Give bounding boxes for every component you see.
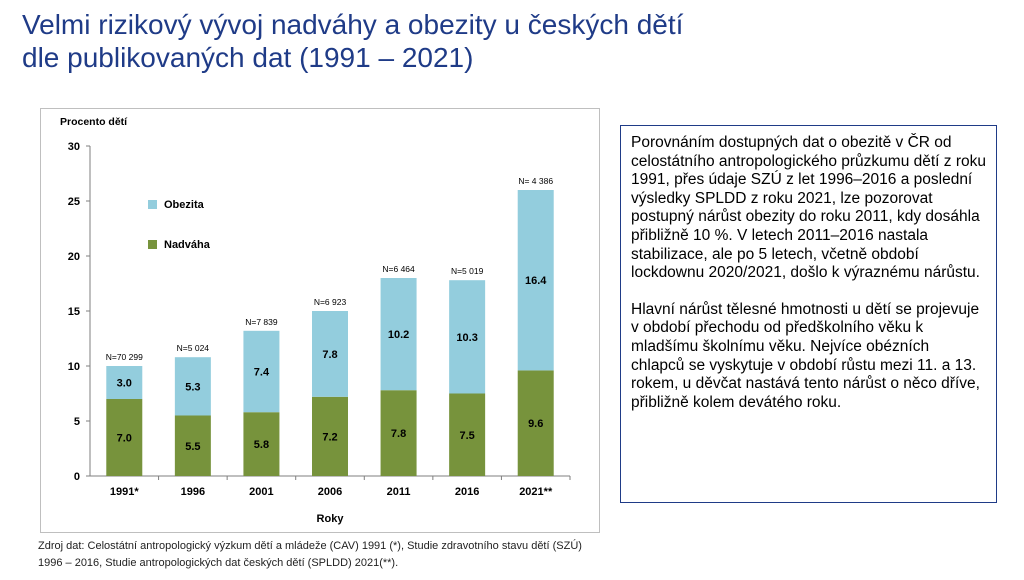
bar-obezita (174, 357, 211, 416)
data-label-nadvaha: 7.8 (391, 428, 406, 440)
bar-nadvaha (106, 399, 143, 476)
bar-obezita (517, 190, 554, 371)
bar-obezita (106, 366, 143, 399)
data-label-nadvaha: 7.0 (117, 433, 132, 445)
y-tick-label: 10 (68, 361, 80, 373)
data-label-nadvaha: 7.2 (322, 431, 337, 443)
info-box: Porovnáním dostupných dat o obezitě v ČR… (620, 125, 997, 503)
y-tick-label: 15 (68, 306, 80, 318)
x-tick-label: 2011 (387, 486, 411, 498)
bar-obezita (380, 278, 417, 391)
legend-label-obezita: Obezita (164, 199, 205, 211)
bar-obezita (243, 330, 280, 413)
bar-nadvaha (449, 393, 486, 476)
data-label-obezita: 7.8 (322, 349, 337, 361)
bar-nadvaha (243, 412, 280, 476)
data-label-nadvaha: 5.8 (254, 439, 269, 451)
sample-size-label: N=6 923 (314, 297, 347, 307)
sample-size-label: N=7 839 (245, 317, 278, 327)
sample-size-label: N=5 019 (451, 266, 484, 276)
legend-swatch-nadváha (148, 240, 157, 249)
data-label-obezita: 10.3 (456, 332, 477, 344)
bar-nadvaha (517, 370, 554, 476)
data-label-obezita: 7.4 (254, 367, 270, 379)
x-tick-label: 1996 (181, 486, 205, 498)
x-tick-label: 2006 (318, 486, 342, 498)
info-paragraph-2: Hlavní nárůst tělesné hmotnosti u dětí s… (631, 300, 980, 411)
sample-size-label: N= 4 386 (518, 176, 553, 186)
legend-label-nadváha: Nadváha (164, 239, 211, 251)
y-tick-label: 30 (68, 141, 80, 153)
slide-title: Velmi rizikový vývoj nadváhy a obezity u… (22, 8, 722, 74)
bar-obezita (312, 311, 348, 397)
data-label-nadvaha: 5.5 (185, 441, 200, 453)
x-tick-label: 1991* (110, 486, 139, 498)
data-label-nadvaha: 7.5 (459, 430, 474, 442)
bar-nadvaha (380, 390, 417, 476)
bar-nadvaha (174, 415, 211, 476)
data-label-obezita: 10.2 (388, 329, 409, 341)
y-tick-label: 20 (68, 251, 80, 263)
data-label-nadvaha: 9.6 (528, 418, 543, 430)
sample-size-label: N=6 464 (382, 264, 415, 274)
sample-size-label: N=5 024 (177, 343, 210, 353)
x-tick-label: 2016 (455, 486, 479, 498)
slide-title-line-2: dle publikovaných dat (1991 – 2021) (22, 42, 474, 73)
data-label-obezita: 16.4 (525, 275, 547, 287)
y-axis-label: Procento dětí (60, 116, 128, 128)
legend-swatch-obezita (148, 200, 157, 209)
y-tick-label: 0 (74, 471, 80, 483)
x-axis-label: Roky (317, 513, 345, 525)
sample-size-label: N=70 299 (106, 352, 143, 362)
y-tick-label: 25 (68, 196, 80, 208)
data-label-obezita: 5.3 (185, 381, 200, 393)
x-tick-label: 2001 (249, 486, 273, 498)
info-paragraph-1: Porovnáním dostupných dat o obezitě v ČR… (631, 134, 986, 282)
source-line-1: Zdroj dat: Celostátní antropologický výz… (38, 540, 582, 552)
slide-title-line-1: Velmi rizikový vývoj nadváhy a obezity u… (22, 9, 684, 40)
bar-nadvaha (312, 396, 348, 476)
stacked-bar-chart: Procento dětí 0 5 10 15 20 25 30 7.0 3.0 N=70 299 1… (40, 108, 600, 533)
source-note: Zdroj dat: Celostátní antropologický výz… (38, 538, 738, 572)
y-tick-label: 5 (74, 416, 80, 428)
data-label-obezita: 3.0 (117, 378, 132, 390)
x-tick-label: 2021** (519, 486, 553, 498)
bar-obezita (449, 280, 486, 394)
source-line-2: 1996 – 2016, Studie antropologických dat… (38, 557, 399, 569)
